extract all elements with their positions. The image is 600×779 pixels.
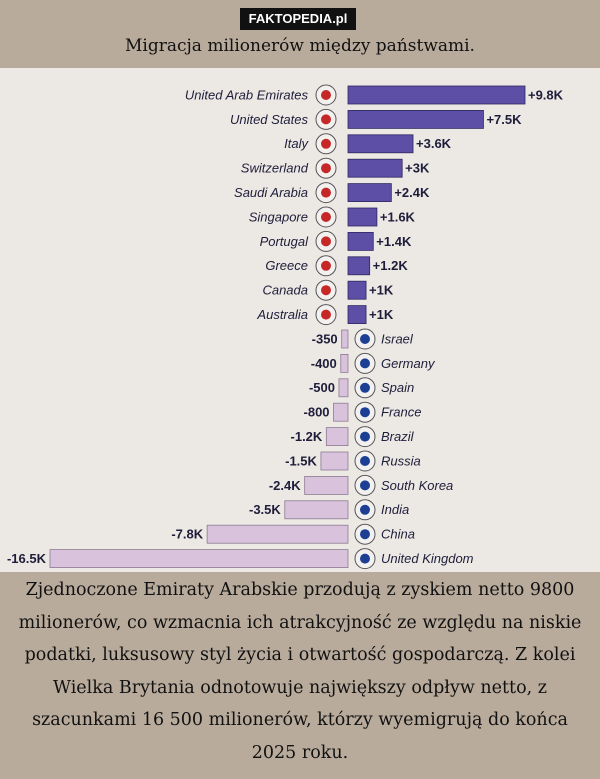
value-label: -3.5K (249, 502, 281, 517)
flag-icon-center (321, 138, 331, 149)
bar (347, 207, 378, 227)
value-label: +9.8K (528, 87, 564, 102)
bar (347, 110, 484, 129)
chart-panel (0, 68, 600, 572)
category-label: Portugal (260, 234, 310, 249)
value-label: +1K (369, 283, 394, 298)
bar (338, 378, 349, 398)
value-label: -1.2K (291, 429, 323, 444)
category-label: United States (230, 112, 309, 127)
flag-icon-center (360, 480, 370, 491)
bar (347, 134, 414, 154)
value-label: -400 (311, 356, 337, 371)
bar (304, 475, 349, 495)
bar (341, 329, 349, 349)
flag-icon-center (321, 285, 331, 296)
bar (320, 451, 349, 471)
value-label: -500 (309, 380, 335, 395)
value-label: +3.6K (416, 136, 452, 151)
value-label: +1.2K (373, 258, 409, 273)
flag-icon-center (360, 358, 370, 369)
category-label: Canada (262, 283, 308, 298)
bar (325, 427, 349, 447)
category-label: Israel (381, 331, 414, 346)
category-label: China (381, 527, 415, 542)
flag-icon-center (360, 504, 370, 515)
bar (49, 549, 349, 569)
bar (347, 231, 374, 251)
flag-icon-center (360, 334, 370, 344)
bar (347, 183, 392, 202)
flag-icon-center (360, 456, 370, 466)
flag-icon-center (360, 382, 370, 393)
value-label: -7.8K (171, 527, 203, 542)
chart: +9.8K United Arab Emirates +7.5K United Sta… (7, 84, 564, 570)
value-label: -350 (312, 331, 338, 346)
bar (347, 85, 526, 105)
value-label: +3K (405, 161, 430, 176)
value-label: +1K (369, 307, 394, 322)
category-label: Italy (284, 136, 309, 151)
flag-icon-center (321, 309, 331, 320)
flag-icon-center (321, 260, 331, 271)
category-label: Switzerland (241, 161, 309, 176)
flag-icon-center (321, 90, 331, 100)
flag-icon-center (321, 212, 331, 222)
category-label: Singapore (249, 209, 308, 224)
category-label: Russia (381, 453, 421, 468)
site-badge: FAKTOPEDIA.pl (240, 8, 356, 30)
category-label: South Korea (381, 478, 453, 493)
value-label: -1.5K (285, 453, 317, 468)
value-label: -2.4K (269, 478, 301, 493)
bar (333, 402, 349, 422)
category-label: India (381, 502, 409, 517)
category-label: United Arab Emirates (185, 87, 309, 102)
category-label: Spain (381, 380, 414, 395)
flag-icon-center (321, 163, 331, 174)
bar (347, 305, 367, 325)
bar (284, 500, 349, 520)
value-label: +2.4K (394, 185, 430, 200)
value-label: -16.5K (7, 551, 47, 566)
value-label: +7.5K (486, 112, 522, 127)
chart-title: Migracja milionerów między państwami. (125, 36, 475, 56)
bar (347, 280, 367, 300)
flag-icon-center (321, 236, 331, 247)
bar (347, 256, 371, 276)
value-label: -800 (304, 405, 330, 420)
flag-icon-center (321, 114, 331, 125)
flag-icon-center (360, 407, 370, 418)
flag-icon-center (360, 529, 370, 540)
bar (340, 353, 349, 373)
bar (347, 158, 403, 178)
category-label: Australia (256, 307, 308, 322)
value-label: +1.4K (376, 234, 412, 249)
category-label: Germany (381, 356, 436, 371)
caption: Zjednoczone Emiraty Arabskie przodują z … (18, 580, 582, 763)
value-label: +1.6K (380, 209, 416, 224)
category-label: Brazil (381, 429, 415, 444)
category-label: France (381, 405, 421, 420)
bar (206, 524, 349, 544)
category-label: Greece (265, 258, 308, 273)
flag-icon-center (321, 187, 331, 198)
flag-icon-center (360, 431, 370, 442)
flag-icon-center (360, 553, 370, 564)
category-label: Saudi Arabia (234, 185, 308, 200)
category-label: United Kingdom (381, 551, 474, 566)
